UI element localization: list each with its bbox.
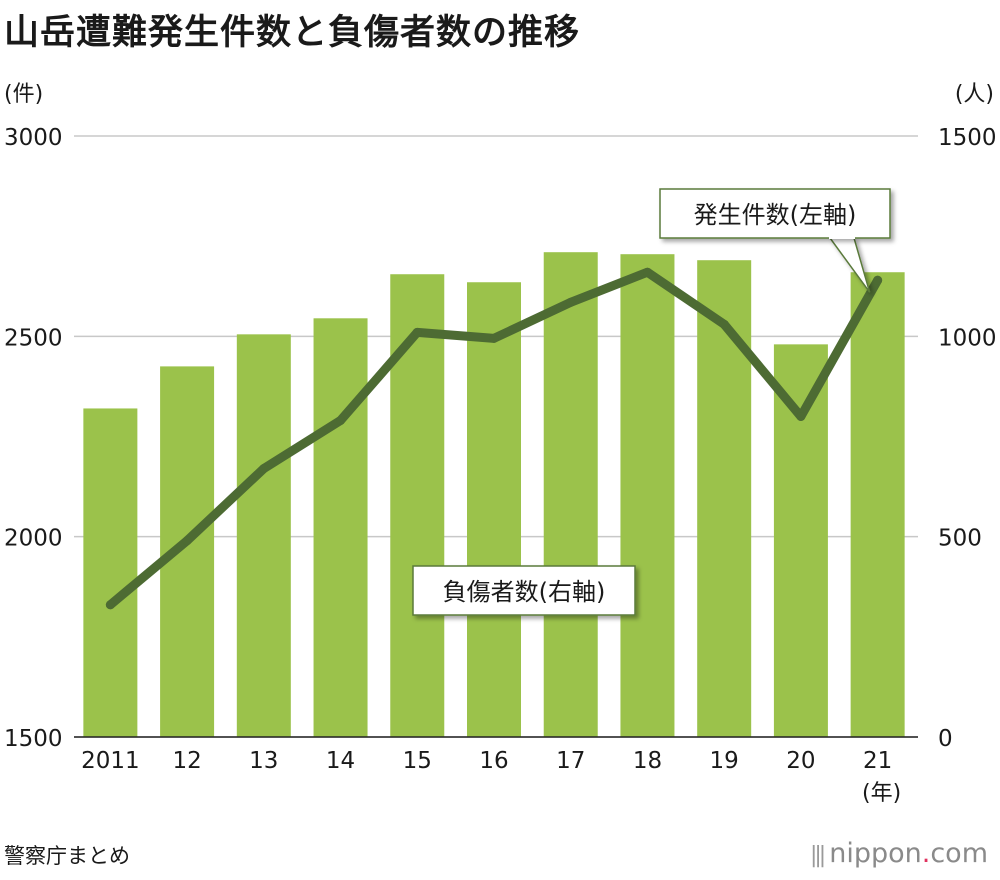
- y-right-tick-label: 500: [938, 526, 982, 552]
- bar: [543, 252, 598, 737]
- chart-title: 山岳遭難発生件数と負傷者数の推移: [4, 13, 581, 53]
- x-tick-label: 15: [403, 748, 432, 774]
- y-left-unit-label: (件): [4, 82, 43, 107]
- line-point: [642, 267, 652, 277]
- y-left-tick-label: 2500: [4, 325, 63, 351]
- x-tick-label: 12: [172, 748, 201, 774]
- x-tick-label: 2011: [81, 748, 140, 774]
- logo-mark-icon: |||: [809, 843, 826, 868]
- line-point: [873, 275, 883, 285]
- y-left-tick-label: 2000: [4, 526, 63, 552]
- logo-dot: .: [921, 838, 931, 869]
- callout-label-incidents: 発生件数(左軸): [694, 201, 857, 229]
- logo-name: nippon: [829, 838, 922, 869]
- callout-label-injured: 負傷者数(右軸): [443, 578, 606, 606]
- y-left-tick-label: 3000: [4, 125, 63, 151]
- bar: [697, 260, 752, 737]
- x-tick-label: 18: [633, 748, 662, 774]
- x-tick-label: 13: [249, 748, 278, 774]
- bar: [773, 344, 828, 737]
- bar: [850, 272, 905, 737]
- line-point: [796, 411, 806, 421]
- x-tick-label: 21: [863, 748, 892, 774]
- y-left-tick-label: 1500: [4, 726, 63, 752]
- bar: [390, 274, 445, 737]
- x-tick-label: 16: [479, 748, 508, 774]
- y-right-tick-label: 0: [938, 726, 953, 752]
- line-point: [336, 415, 346, 425]
- source-note: 警察庁まとめ: [4, 844, 130, 868]
- nippon-logo: ||| nippon.com: [810, 838, 988, 869]
- y-right-tick-label: 1500: [938, 125, 997, 151]
- line-point: [719, 319, 729, 329]
- x-tick-label: 20: [786, 748, 815, 774]
- bar: [83, 408, 138, 737]
- x-tick-label: 14: [326, 748, 355, 774]
- bar: [467, 282, 521, 737]
- line-point: [412, 327, 422, 337]
- x-tick-label: 19: [710, 748, 739, 774]
- x-tick-label: 17: [556, 748, 585, 774]
- callout-box-injured: [412, 565, 636, 616]
- line-point: [182, 536, 192, 546]
- callout-joint: [829, 236, 855, 239]
- bar: [236, 334, 291, 737]
- logo-suffix: com: [930, 838, 988, 869]
- bar: [620, 254, 675, 738]
- line-point: [105, 600, 115, 610]
- y-right-tick-label: 1000: [938, 325, 997, 351]
- line-point: [566, 297, 576, 307]
- bar: [313, 318, 368, 737]
- x-unit-label: (年): [862, 781, 901, 806]
- y-right-unit-label: (人): [955, 82, 994, 107]
- line-point: [489, 333, 499, 343]
- callout-pointer: [828, 237, 871, 293]
- callout-box-incidents: [659, 188, 891, 239]
- line-point: [259, 464, 269, 474]
